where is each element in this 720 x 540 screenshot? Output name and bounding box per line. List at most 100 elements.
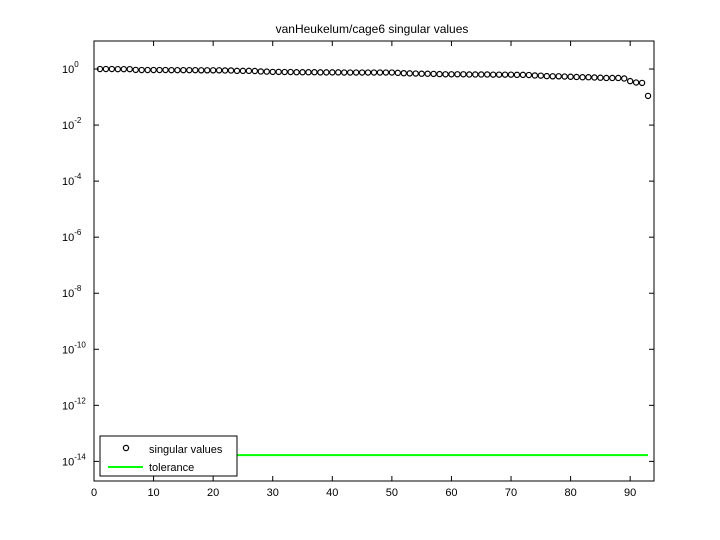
x-tick-label: 10	[147, 487, 159, 499]
x-tick-label: 40	[326, 487, 338, 499]
data-point	[281, 68, 288, 76]
data-point	[156, 66, 163, 74]
y-tick-label: 10-12	[62, 396, 86, 412]
data-point	[448, 71, 455, 78]
x-tick-label: 90	[624, 487, 636, 499]
data-point	[275, 68, 282, 76]
data-point	[227, 67, 235, 74]
data-point	[644, 92, 652, 100]
data-point	[418, 70, 425, 77]
data-point	[388, 69, 396, 76]
data-point	[597, 74, 604, 81]
x-tick-label: 70	[505, 487, 517, 499]
data-point	[638, 79, 646, 87]
data-point	[483, 71, 491, 78]
data-point	[626, 77, 634, 85]
data-point	[430, 70, 437, 78]
y-tick-label: 10-10	[62, 340, 86, 356]
data-point	[472, 71, 479, 78]
data-point	[549, 73, 556, 80]
data-point	[251, 67, 259, 75]
x-tick-label: 20	[207, 487, 219, 499]
data-point	[460, 71, 467, 78]
x-tick-label: 0	[91, 487, 97, 499]
data-point	[144, 66, 151, 74]
legend-swatch-marker	[122, 444, 130, 452]
data-point	[341, 69, 348, 76]
y-tick-label: 10-4	[62, 172, 82, 188]
data-point	[198, 67, 205, 74]
data-point	[114, 65, 122, 73]
data-point	[102, 65, 110, 73]
data-point	[591, 74, 598, 81]
data-point	[209, 67, 217, 74]
data-point	[221, 67, 229, 74]
data-point	[400, 69, 407, 77]
data-point	[150, 66, 157, 74]
data-point	[352, 69, 360, 76]
data-point	[317, 69, 324, 76]
x-tick-label: 60	[445, 487, 457, 499]
data-point	[436, 70, 443, 78]
data-point	[239, 67, 247, 75]
data-point	[495, 71, 503, 78]
legend: singular values tolerance	[99, 435, 238, 477]
data-point	[585, 74, 592, 81]
x-tick-label: 50	[386, 487, 398, 499]
data-point	[531, 72, 539, 79]
y-tick-label: 10-6	[62, 228, 82, 244]
data-point	[573, 73, 580, 81]
axes-box	[93, 40, 655, 482]
data-point	[454, 71, 461, 78]
data-point	[466, 71, 473, 78]
y-tick-label: 10-14	[62, 452, 86, 468]
data-point	[108, 65, 116, 73]
y-tick-label: 100	[62, 60, 79, 76]
data-point	[376, 69, 384, 76]
data-point	[287, 68, 294, 76]
data-point	[120, 65, 127, 73]
y-tick-label: 10-8	[62, 284, 82, 300]
data-point	[513, 71, 521, 79]
data-point	[245, 67, 253, 75]
data-point	[263, 68, 270, 75]
legend-label: tolerance	[149, 462, 194, 474]
data-point	[233, 67, 241, 75]
data-point	[501, 71, 509, 78]
data-point	[138, 66, 145, 74]
y-tick-label: 10-2	[62, 116, 82, 132]
data-point	[293, 69, 300, 76]
data-point	[621, 75, 628, 82]
data-point	[567, 73, 574, 80]
data-point	[329, 69, 336, 76]
data-point	[358, 69, 366, 76]
data-point	[370, 69, 378, 76]
data-point	[126, 65, 133, 73]
data-point	[537, 72, 545, 79]
data-point	[311, 69, 318, 76]
data-point	[96, 65, 104, 73]
data-point	[186, 66, 193, 74]
data-point	[555, 73, 562, 80]
data-point	[394, 69, 402, 77]
data-point	[609, 74, 616, 82]
data-point	[162, 66, 169, 74]
data-point	[615, 74, 622, 82]
data-point	[335, 69, 342, 76]
data-point	[168, 66, 175, 74]
data-point	[269, 68, 276, 76]
data-point	[406, 70, 413, 77]
data-point	[257, 68, 265, 75]
data-point	[299, 69, 306, 76]
data-point	[364, 69, 372, 76]
data-point	[561, 73, 568, 80]
data-point	[442, 71, 449, 78]
data-point	[132, 66, 139, 74]
data-point	[323, 69, 330, 76]
legend-box	[99, 435, 238, 477]
data-point	[203, 67, 211, 74]
data-point	[525, 71, 533, 79]
data-point	[192, 66, 199, 74]
data-point	[346, 69, 354, 76]
data-point	[519, 71, 527, 79]
